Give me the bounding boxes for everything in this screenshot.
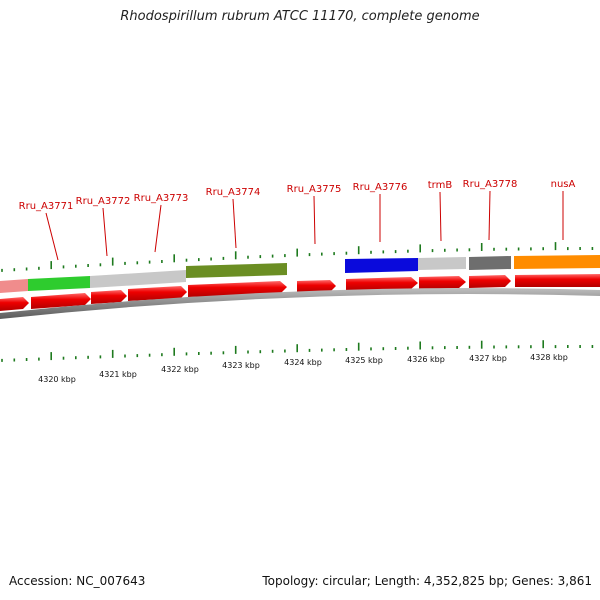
gene-label-rru-a3771[interactable]: Rru_A3771 <box>19 201 74 212</box>
gene-label-trmb[interactable]: trmB <box>428 180 453 191</box>
kbp-label-4328: 4328 kbp <box>530 353 568 362</box>
kbp-labels: 4320 kbp 4321 kbp 4322 kbp 4323 kbp 4324… <box>38 353 568 384</box>
kbp-label-4322: 4322 kbp <box>161 365 199 374</box>
cog-segment-olive <box>186 263 287 278</box>
gene-label-nusa[interactable]: nusA <box>551 179 576 190</box>
kbp-label-4323: 4323 kbp <box>222 361 260 370</box>
feature-arrow <box>297 280 336 293</box>
gene-label-rru-a3778[interactable]: Rru_A3778 <box>463 179 518 190</box>
feature-arrow <box>31 293 91 309</box>
label-line <box>102 207 108 257</box>
cog-segment-blue <box>345 258 418 273</box>
label-line <box>439 191 442 242</box>
gene-label-rru-a3776[interactable]: Rru_A3776 <box>353 182 408 193</box>
gene-label-rru-a3774[interactable]: Rru_A3774 <box>206 187 261 198</box>
feature-arrow <box>0 297 29 311</box>
lower-ticks <box>1 340 594 362</box>
genome-backbone <box>0 288 600 319</box>
cog-segment-green <box>28 276 90 291</box>
kbp-label-4327: 4327 kbp <box>469 354 507 363</box>
feature-arrow <box>128 286 187 301</box>
kbp-label-4324: 4324 kbp <box>284 358 322 367</box>
feature-arrow <box>346 277 418 291</box>
feature-arrow <box>515 274 600 287</box>
label-line <box>488 190 491 241</box>
label-line <box>45 212 59 261</box>
kbp-label-4325: 4325 kbp <box>345 356 383 365</box>
cog-segment-lightgray <box>90 270 186 288</box>
feature-arrow <box>469 275 511 288</box>
kbp-label-4321: 4321 kbp <box>99 370 137 379</box>
gene-label-lines <box>45 190 564 261</box>
footer-stats: Topology: circular; Length: 4,352,825 bp… <box>262 574 592 588</box>
cog-band <box>0 255 600 293</box>
kbp-label-4326: 4326 kbp <box>407 355 445 364</box>
gene-label-rru-a3772[interactable]: Rru_A3772 <box>76 196 131 207</box>
gene-labels: Rru_A3771 Rru_A3772 Rru_A3773 Rru_A3774 … <box>19 179 576 212</box>
cog-segment-lightgray-2 <box>418 257 466 270</box>
feature-arrow <box>91 290 127 304</box>
page-title: Rhodospirillum rubrum ATCC 11170, comple… <box>120 9 480 24</box>
feature-arrow <box>419 276 466 289</box>
label-line <box>154 204 162 253</box>
label-line <box>232 198 237 249</box>
cog-segment-orange <box>514 255 600 269</box>
cog-segment-pink <box>0 279 28 293</box>
upper-ticks <box>1 242 594 272</box>
cog-segment-darkgray <box>469 256 511 270</box>
label-line <box>313 195 316 245</box>
kbp-label-4320: 4320 kbp <box>38 375 76 384</box>
gene-label-rru-a3773[interactable]: Rru_A3773 <box>134 193 189 204</box>
footer-accession: Accession: NC_007643 <box>9 574 146 588</box>
gene-label-rru-a3775[interactable]: Rru_A3775 <box>287 184 342 195</box>
